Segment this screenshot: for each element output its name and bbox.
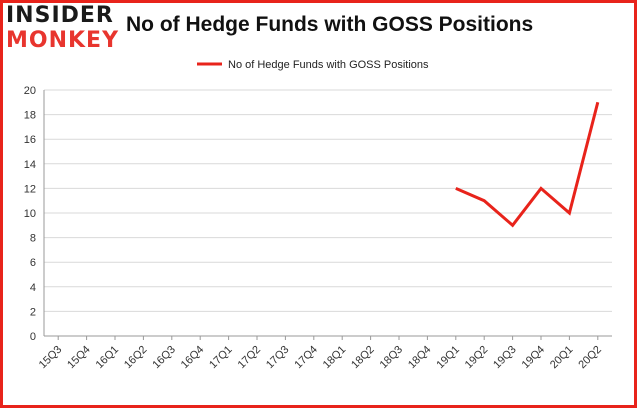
logo-line-1: INSIDER xyxy=(6,3,114,28)
series-line xyxy=(455,101,600,228)
x-tick-label: 16Q2 xyxy=(122,344,150,372)
x-tick-label: 16Q3 xyxy=(150,344,178,372)
x-tick-label: 20Q2 xyxy=(576,344,604,372)
y-tick-label: 18 xyxy=(24,110,36,122)
y-tick-label: 6 xyxy=(30,257,36,269)
y-tick-label: 10 xyxy=(24,208,36,220)
x-tick-label: 19Q4 xyxy=(520,344,548,372)
y-tick-label: 2 xyxy=(30,306,36,318)
x-tick-label: 19Q3 xyxy=(491,344,519,372)
y-tick-label: 16 xyxy=(24,134,36,146)
x-tick-label: 18Q3 xyxy=(378,344,406,372)
y-tick-label: 14 xyxy=(24,159,36,171)
x-tick-label: 16Q4 xyxy=(179,344,207,372)
x-tick-label: 19Q1 xyxy=(434,344,462,372)
x-tick-label: 18Q2 xyxy=(349,344,377,372)
x-tick-label: 15Q4 xyxy=(65,344,93,372)
x-tick-label: 16Q1 xyxy=(94,344,122,372)
y-tick-label: 12 xyxy=(24,183,36,195)
x-tick-label: 18Q1 xyxy=(321,344,349,372)
legend-label: No of Hedge Funds with GOSS Positions xyxy=(228,59,429,71)
logo-line-2: MONKEY xyxy=(6,28,120,53)
x-tick-label: 17Q3 xyxy=(264,344,292,372)
insider-monkey-logo: INSIDER MONKEY xyxy=(6,5,118,55)
y-tick-label: 0 xyxy=(30,331,36,343)
x-tick-label: 19Q2 xyxy=(463,344,491,372)
y-tick-label: 8 xyxy=(30,233,36,245)
x-tick-label: 20Q1 xyxy=(548,344,576,372)
x-tick-label: 18Q4 xyxy=(406,344,434,372)
y-tick-label: 20 xyxy=(24,85,36,97)
x-tick-label: 17Q4 xyxy=(292,344,320,372)
x-tick-label: 17Q1 xyxy=(207,344,235,372)
y-tick-label: 4 xyxy=(30,282,36,294)
x-tick-label: 15Q3 xyxy=(37,344,65,372)
x-tick-label: 17Q2 xyxy=(236,344,264,372)
chart-title: No of Hedge Funds with GOSS Positions xyxy=(126,13,534,36)
